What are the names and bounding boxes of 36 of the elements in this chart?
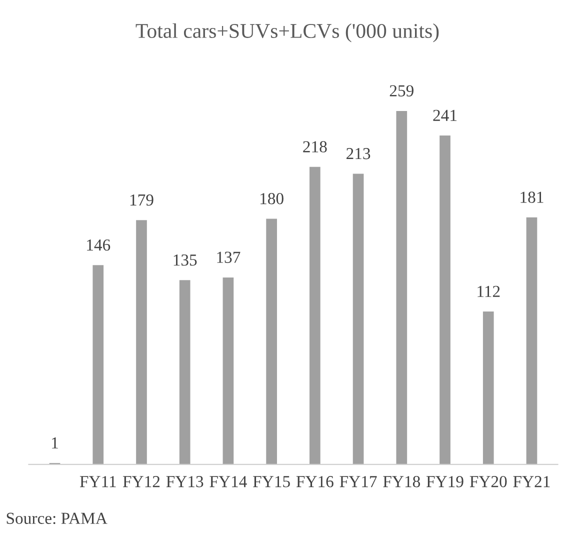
data-label: 1 xyxy=(52,437,58,448)
data-label: 112 xyxy=(478,286,500,297)
x-tick-label: FY20 xyxy=(470,476,507,488)
bar xyxy=(440,136,450,464)
bar xyxy=(136,220,147,464)
bar xyxy=(92,265,104,464)
x-tick-label: FY16 xyxy=(296,476,334,488)
chart-title: Total cars+SUVs+LCVs ('000 units) xyxy=(136,23,439,42)
data-label: 146 xyxy=(87,239,110,251)
source-note: Source: PAMA xyxy=(6,512,108,524)
x-tick-label: FY14 xyxy=(210,476,247,488)
bar xyxy=(179,280,190,464)
x-tick-label: FY19 xyxy=(426,476,464,488)
x-tick-label: FY12 xyxy=(122,476,160,488)
x-tick-label: FY13 xyxy=(166,476,204,488)
x-tick-label: FY17 xyxy=(340,476,377,488)
data-label: 135 xyxy=(174,254,197,266)
x-tick-label: FY11 xyxy=(80,476,116,488)
x-tick-label: FY21 xyxy=(513,476,550,488)
x-tick-label: FY15 xyxy=(253,476,290,488)
bar xyxy=(526,217,538,464)
bar xyxy=(396,110,408,464)
x-tick-label: FY18 xyxy=(383,476,420,488)
data-label: 137 xyxy=(217,252,240,263)
data-label: 213 xyxy=(346,148,370,160)
data-label: 181 xyxy=(520,192,544,203)
bar xyxy=(310,166,320,464)
data-label: 180 xyxy=(260,193,284,204)
bar xyxy=(266,218,277,464)
data-label: 259 xyxy=(390,85,414,96)
bar xyxy=(222,277,234,464)
data-label: 218 xyxy=(303,141,327,152)
bar xyxy=(352,174,364,464)
data-label: 241 xyxy=(433,110,457,121)
data-label: 179 xyxy=(130,194,154,206)
bar xyxy=(482,312,494,464)
